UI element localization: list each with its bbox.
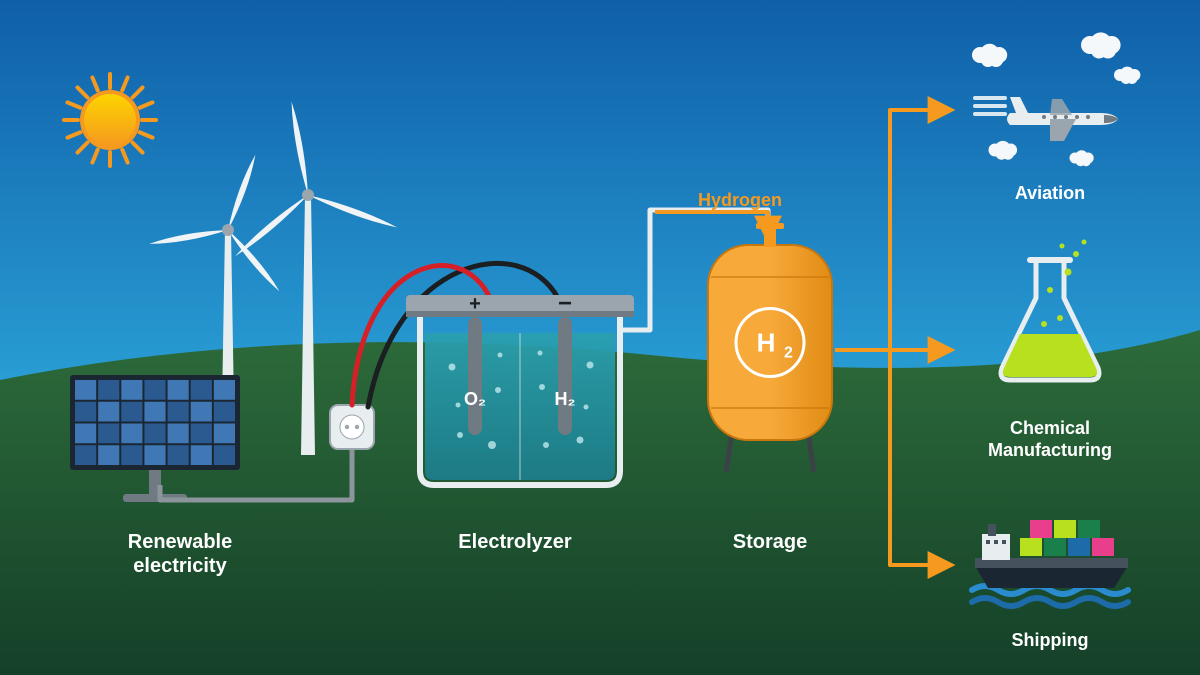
label-chemical: ChemicalManufacturing (930, 418, 1170, 461)
svg-text:H₂: H₂ (555, 389, 576, 409)
label-shipping: Shipping (930, 630, 1170, 652)
label-aviation: Aviation (930, 183, 1170, 205)
label-electrolyzer: Electrolyzer (395, 530, 635, 554)
label-storage: Storage (650, 530, 890, 554)
svg-text:O₂: O₂ (464, 389, 486, 409)
label-hydrogen: Hydrogen (620, 190, 860, 212)
svg-text:2: 2 (784, 345, 793, 362)
svg-text:H: H (757, 328, 776, 358)
label-renewable: Renewableelectricity (60, 530, 300, 578)
svg-text:+: + (469, 293, 481, 315)
svg-text:−: − (558, 290, 572, 317)
